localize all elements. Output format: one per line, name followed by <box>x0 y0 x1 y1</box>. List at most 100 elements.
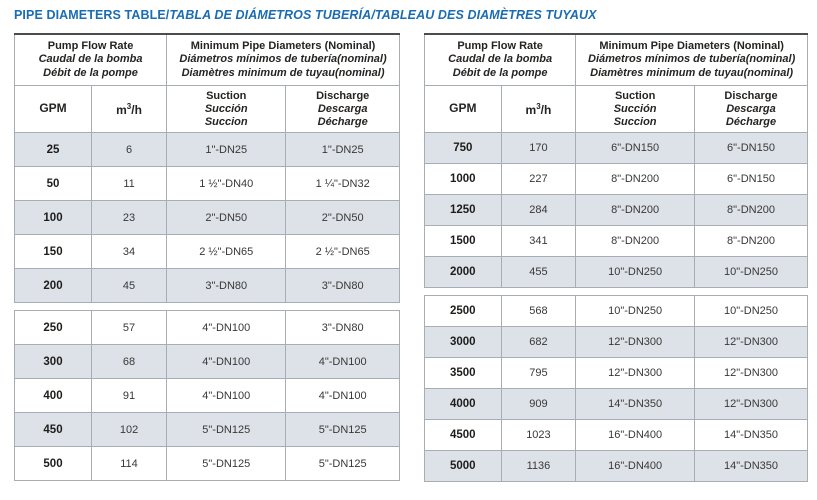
table-row: 1000 227 8"-DN200 6"-DN150 <box>424 163 809 195</box>
pump-flow-rate-header: Pump Flow Rate Caudal de la bomba Débit de… <box>423 33 577 86</box>
suction-cell: 10"-DN250 <box>575 256 695 288</box>
gpm-cell: 5000 <box>424 450 502 482</box>
discharge-cell: 6"-DN150 <box>693 163 809 195</box>
suction-label-line: Suction <box>614 89 656 102</box>
m3h-superscript: 3 <box>126 102 132 111</box>
m3h-cell: 57 <box>90 310 168 345</box>
pump-flow-rate-label-line: Caudal de la bomba <box>38 53 143 66</box>
discharge-cell: 8"-DN200 <box>693 194 809 226</box>
gpm-cell: 750 <box>424 132 502 164</box>
m3h-column-header: m3/h <box>90 85 168 133</box>
gpm-cell: 50 <box>14 166 92 201</box>
discharge-cell: 14"-DN350 <box>693 419 809 451</box>
discharge-label-line: Descarga <box>726 102 776 115</box>
discharge-cell: 5"-DN125 <box>285 412 400 447</box>
discharge-cell: 4"-DN100 <box>285 344 400 379</box>
discharge-cell: 3"-DN80 <box>285 310 400 345</box>
header-sub-row: GPM m3/h Suction Succión Succion Discharge Des… <box>424 85 809 133</box>
suction-cell: 2"-DN50 <box>166 200 287 235</box>
suction-cell: 8"-DN200 <box>575 225 695 257</box>
table-row: 4500 1023 16"-DN400 14"-DN350 <box>424 419 809 451</box>
suction-label-line: Suction <box>206 89 247 102</box>
discharge-cell: 1 ¼"-DN32 <box>285 166 400 201</box>
discharge-cell: 2"-DN50 <box>285 200 400 235</box>
gpm-cell: 400 <box>14 378 92 413</box>
pump-flow-rate-label-line: Pump Flow Rate <box>457 39 543 52</box>
table-body: 750 170 6"-DN150 6"-DN150 1000 227 8"-DN200 6"-… <box>424 132 809 288</box>
min-pipe-diameters-label-line: Diamètres minimum de tuyau(nominal) <box>181 66 385 79</box>
min-pipe-diameters-label-line: Diámetros mínimos de tubería(nominal) <box>588 53 796 66</box>
suction-column-header: Suction Succión Succion <box>575 85 695 133</box>
gpm-cell: 200 <box>14 268 92 303</box>
page: PIPE DIAMETERS TABLE/TABLA DE DIÁMETROS … <box>13 8 809 482</box>
min-pipe-diameters-label-line: Diamètres minimum de tuyau(nominal) <box>590 66 794 79</box>
suction-cell: 1 ½"-DN40 <box>166 166 287 201</box>
m3h-label: m3/h <box>526 102 552 117</box>
gpm-cell: 25 <box>14 132 92 167</box>
gpm-cell: 1000 <box>424 163 502 195</box>
tables-container: Pump Flow Rate Caudal de la bomba Débit de… <box>13 33 809 482</box>
table-section-top: Pump Flow Rate Caudal de la bomba Débit de… <box>13 33 400 303</box>
m3h-suffix: /h <box>131 103 142 117</box>
gpm-cell: 2500 <box>424 295 502 327</box>
suction-cell: 12"-DN300 <box>575 326 695 358</box>
m3h-cell: 455 <box>500 256 577 288</box>
m3h-cell: 341 <box>500 225 577 257</box>
discharge-cell: 3"-DN80 <box>285 268 400 303</box>
m3h-cell: 682 <box>500 326 577 358</box>
table-row: 1250 284 8"-DN200 8"-DN200 <box>424 194 809 226</box>
m3h-cell: 227 <box>500 163 577 195</box>
discharge-column-header: Discharge Descarga Décharge <box>693 85 809 133</box>
table-row: 1500 341 8"-DN200 8"-DN200 <box>424 225 809 257</box>
table-row: 25 6 1"-DN25 1"-DN25 <box>14 132 400 167</box>
m3h-cell: 91 <box>90 378 168 413</box>
pump-flow-rate-label-line: Débit de la pompe <box>452 66 548 79</box>
m3h-cell: 68 <box>90 344 168 379</box>
pump-flow-rate-label-line: Débit de la pompe <box>43 66 138 79</box>
table-body: 250 57 4"-DN100 3"-DN80 300 68 4"-DN100 4"-DN10… <box>14 310 400 481</box>
page-title: PIPE DIAMETERS TABLE/TABLA DE DIÁMETROS … <box>14 8 808 22</box>
gpm-cell: 150 <box>14 234 92 269</box>
pump-flow-rate-label-line: Caudal de la bomba <box>448 53 553 66</box>
discharge-label-line: Descarga <box>317 102 368 115</box>
min-pipe-diameters-label-line: Minimum Pipe Diameters (Nominal) <box>190 39 376 52</box>
m3h-suffix: /h <box>540 103 552 117</box>
gpm-label: GPM <box>449 101 477 115</box>
suction-cell: 5"-DN125 <box>166 446 287 481</box>
suction-cell: 6"-DN150 <box>575 132 695 164</box>
gpm-cell: 1250 <box>424 194 502 226</box>
gpm-column-header: GPM <box>424 85 502 133</box>
suction-cell: 12"-DN300 <box>575 357 695 389</box>
table-row: 250 57 4"-DN100 3"-DN80 <box>14 310 400 345</box>
min-pipe-diameters-label-line: Diámetros mínimos de tubería(nominal) <box>179 53 387 66</box>
suction-cell: 10"-DN250 <box>575 295 695 327</box>
header-sub-row: GPM m3/h Suction Succión Succion Discharge Des… <box>14 85 400 133</box>
suction-cell: 14"-DN350 <box>575 388 695 420</box>
table-row: 750 170 6"-DN150 6"-DN150 <box>424 132 809 164</box>
discharge-cell: 6"-DN150 <box>693 132 809 164</box>
suction-label-line: Succion <box>204 115 248 128</box>
pipe-table-high-flow: Pump Flow Rate Caudal de la bomba Débit de… <box>423 33 809 482</box>
discharge-cell: 8"-DN200 <box>693 225 809 257</box>
m3h-label: m3/h <box>116 102 142 117</box>
gpm-cell: 300 <box>14 344 92 379</box>
page-title-italic: TABLA DE DIÁMETROS TUBERÍA/TABLEAU DES D… <box>169 8 597 22</box>
suction-cell: 8"-DN200 <box>575 163 695 195</box>
discharge-label-line: Discharge <box>316 89 370 102</box>
suction-cell: 4"-DN100 <box>166 378 287 413</box>
gpm-cell: 3000 <box>424 326 502 358</box>
m3h-cell: 102 <box>90 412 168 447</box>
table-section-bottom: 2500 568 10"-DN250 10"-DN250 3000 682 12"-DN30… <box>424 295 809 482</box>
gpm-column-header: GPM <box>14 85 92 133</box>
discharge-label-line: Décharge <box>317 115 368 128</box>
table-header: Pump Flow Rate Caudal de la bomba Débit de… <box>423 33 809 133</box>
suction-cell: 16"-DN400 <box>575 419 695 451</box>
table-row: 150 34 2 ½"-DN65 2 ½"-DN65 <box>14 234 400 269</box>
discharge-cell: 1"-DN25 <box>285 132 400 167</box>
pump-flow-rate-label-line: Pump Flow Rate <box>47 39 134 52</box>
table-row: 100 23 2"-DN50 2"-DN50 <box>14 200 400 235</box>
gpm-cell: 4500 <box>424 419 502 451</box>
discharge-column-header: Discharge Descarga Décharge <box>285 85 400 133</box>
table-body: 25 6 1"-DN25 1"-DN25 50 11 1 ½"-DN40 1 ¼"-DN32 1… <box>14 132 400 303</box>
m3h-cell: 11 <box>90 166 168 201</box>
